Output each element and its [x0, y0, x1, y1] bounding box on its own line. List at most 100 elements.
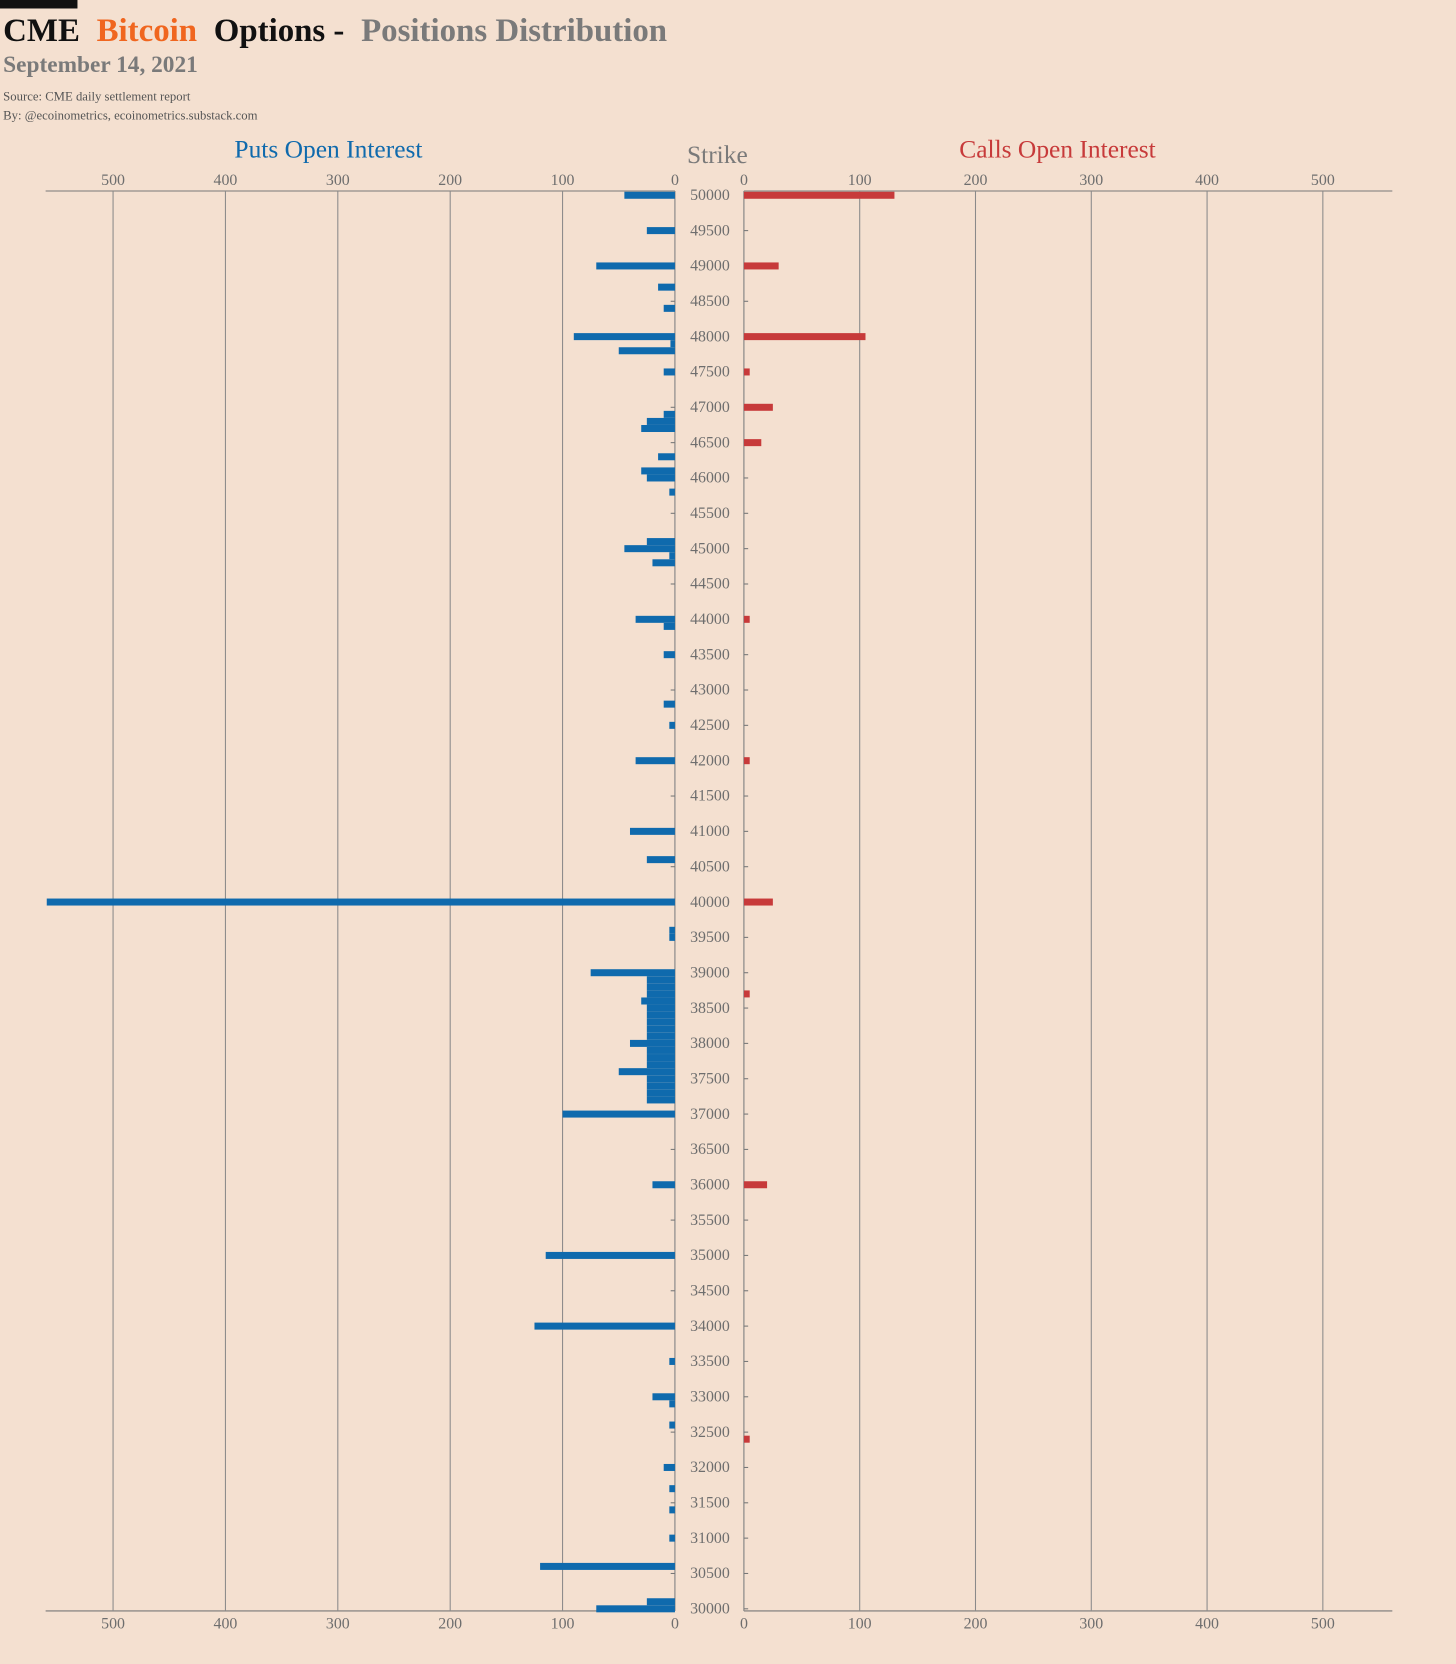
bar — [669, 926, 675, 934]
bar — [646, 1011, 675, 1019]
bar — [669, 1421, 675, 1429]
bar — [743, 615, 750, 623]
bar — [663, 368, 675, 376]
bar — [669, 488, 675, 496]
y-tick-label: 47500 — [690, 364, 730, 381]
y-tick-label: 42500 — [690, 717, 730, 734]
bar — [534, 1322, 675, 1330]
y-tick-label: 35500 — [690, 1212, 730, 1229]
bar — [658, 283, 675, 291]
bar — [590, 969, 675, 977]
bar — [743, 898, 773, 906]
bar — [646, 538, 675, 546]
y-tick-label: 36000 — [690, 1176, 730, 1193]
y-tick-label: 31000 — [690, 1530, 730, 1547]
bar — [652, 1393, 675, 1401]
bar — [646, 227, 675, 235]
bar — [562, 1110, 675, 1118]
bar — [646, 1054, 675, 1062]
bar — [743, 757, 750, 765]
bar — [635, 757, 675, 765]
y-tick-label: 49500 — [690, 222, 730, 239]
x-tick-label: 500 — [1311, 172, 1335, 189]
y-tick-label: 45000 — [690, 540, 730, 557]
x-tick-label: 300 — [326, 172, 350, 189]
y-tick-label: 35000 — [690, 1247, 730, 1264]
bar — [596, 1605, 675, 1613]
bar — [743, 439, 762, 447]
y-tick-label: 40000 — [690, 894, 730, 911]
x-tick-label: 400 — [1195, 172, 1219, 189]
y-tick-label: 41500 — [690, 788, 730, 805]
bar — [635, 615, 675, 623]
x-tick-label: 200 — [964, 172, 988, 189]
bar — [646, 417, 675, 425]
y-tick-label: 44000 — [690, 611, 730, 628]
y-tick-label: 33000 — [690, 1389, 730, 1406]
x-tick-label: 200 — [964, 1615, 988, 1632]
bar — [663, 622, 675, 630]
bar — [652, 559, 675, 567]
bar — [646, 976, 675, 984]
bar — [629, 1039, 675, 1047]
y-tick-label: 46000 — [690, 470, 730, 487]
series-label: Puts Open Interest — [234, 135, 422, 164]
y-tick-label: 40500 — [690, 858, 730, 875]
bar — [743, 368, 750, 376]
y-tick-label: 37500 — [690, 1070, 730, 1087]
bar — [646, 856, 675, 864]
x-tick-label: 500 — [1311, 1615, 1335, 1632]
bar — [641, 997, 675, 1005]
bar — [663, 651, 675, 659]
y-tick-label: 41000 — [690, 823, 730, 840]
x-tick-label: 0 — [671, 172, 679, 189]
y-tick-label: 38000 — [690, 1035, 730, 1052]
bar — [646, 1018, 675, 1026]
x-tick-label: 300 — [1079, 1615, 1103, 1632]
title-part: Bitcoin — [97, 12, 197, 48]
y-tick-label: 31500 — [690, 1495, 730, 1512]
y-axis-label: Strike — [687, 140, 748, 169]
bar — [540, 1562, 675, 1570]
subtitle: September 14, 2021 — [3, 52, 198, 78]
bar — [641, 467, 675, 475]
y-tick-label: 38500 — [690, 1000, 730, 1017]
y-tick-label: 37000 — [690, 1106, 730, 1123]
x-tick-label: 0 — [740, 1615, 748, 1632]
y-tick-label: 50000 — [690, 187, 730, 204]
bar — [618, 1068, 675, 1076]
bar — [646, 990, 675, 998]
bar — [670, 340, 675, 348]
bar — [658, 453, 675, 461]
y-tick-label: 33500 — [690, 1353, 730, 1370]
byline: By: @ecoinometrics, ecoinometrics.substa… — [3, 109, 257, 123]
bar — [663, 304, 675, 312]
bar — [669, 1485, 675, 1493]
bar — [545, 1251, 675, 1259]
bar — [743, 1181, 768, 1189]
bar — [46, 898, 675, 906]
y-tick-label: 44500 — [690, 576, 730, 593]
y-tick-label: 30000 — [690, 1601, 730, 1618]
bar — [646, 1598, 675, 1606]
x-tick-label: 300 — [1079, 172, 1103, 189]
x-tick-label: 500 — [101, 172, 125, 189]
x-tick-label: 200 — [438, 172, 462, 189]
y-tick-label: 34000 — [690, 1318, 730, 1335]
bar — [646, 1089, 675, 1097]
source: Source: CME daily settlement report — [3, 90, 191, 104]
bar — [618, 347, 675, 355]
title-part: Options - — [214, 12, 345, 48]
y-tick-label: 48000 — [690, 328, 730, 345]
y-tick-label: 42000 — [690, 752, 730, 769]
bar — [669, 552, 675, 560]
x-tick-label: 400 — [214, 1615, 238, 1632]
bar — [743, 333, 866, 341]
y-tick-label: 36500 — [690, 1141, 730, 1158]
y-tick-label: 45500 — [690, 505, 730, 522]
bar — [624, 191, 675, 199]
x-tick-label: 200 — [438, 1615, 462, 1632]
x-tick-label: 400 — [214, 172, 238, 189]
chart-title: CME Bitcoin Options - Positions Distribu… — [3, 12, 667, 48]
